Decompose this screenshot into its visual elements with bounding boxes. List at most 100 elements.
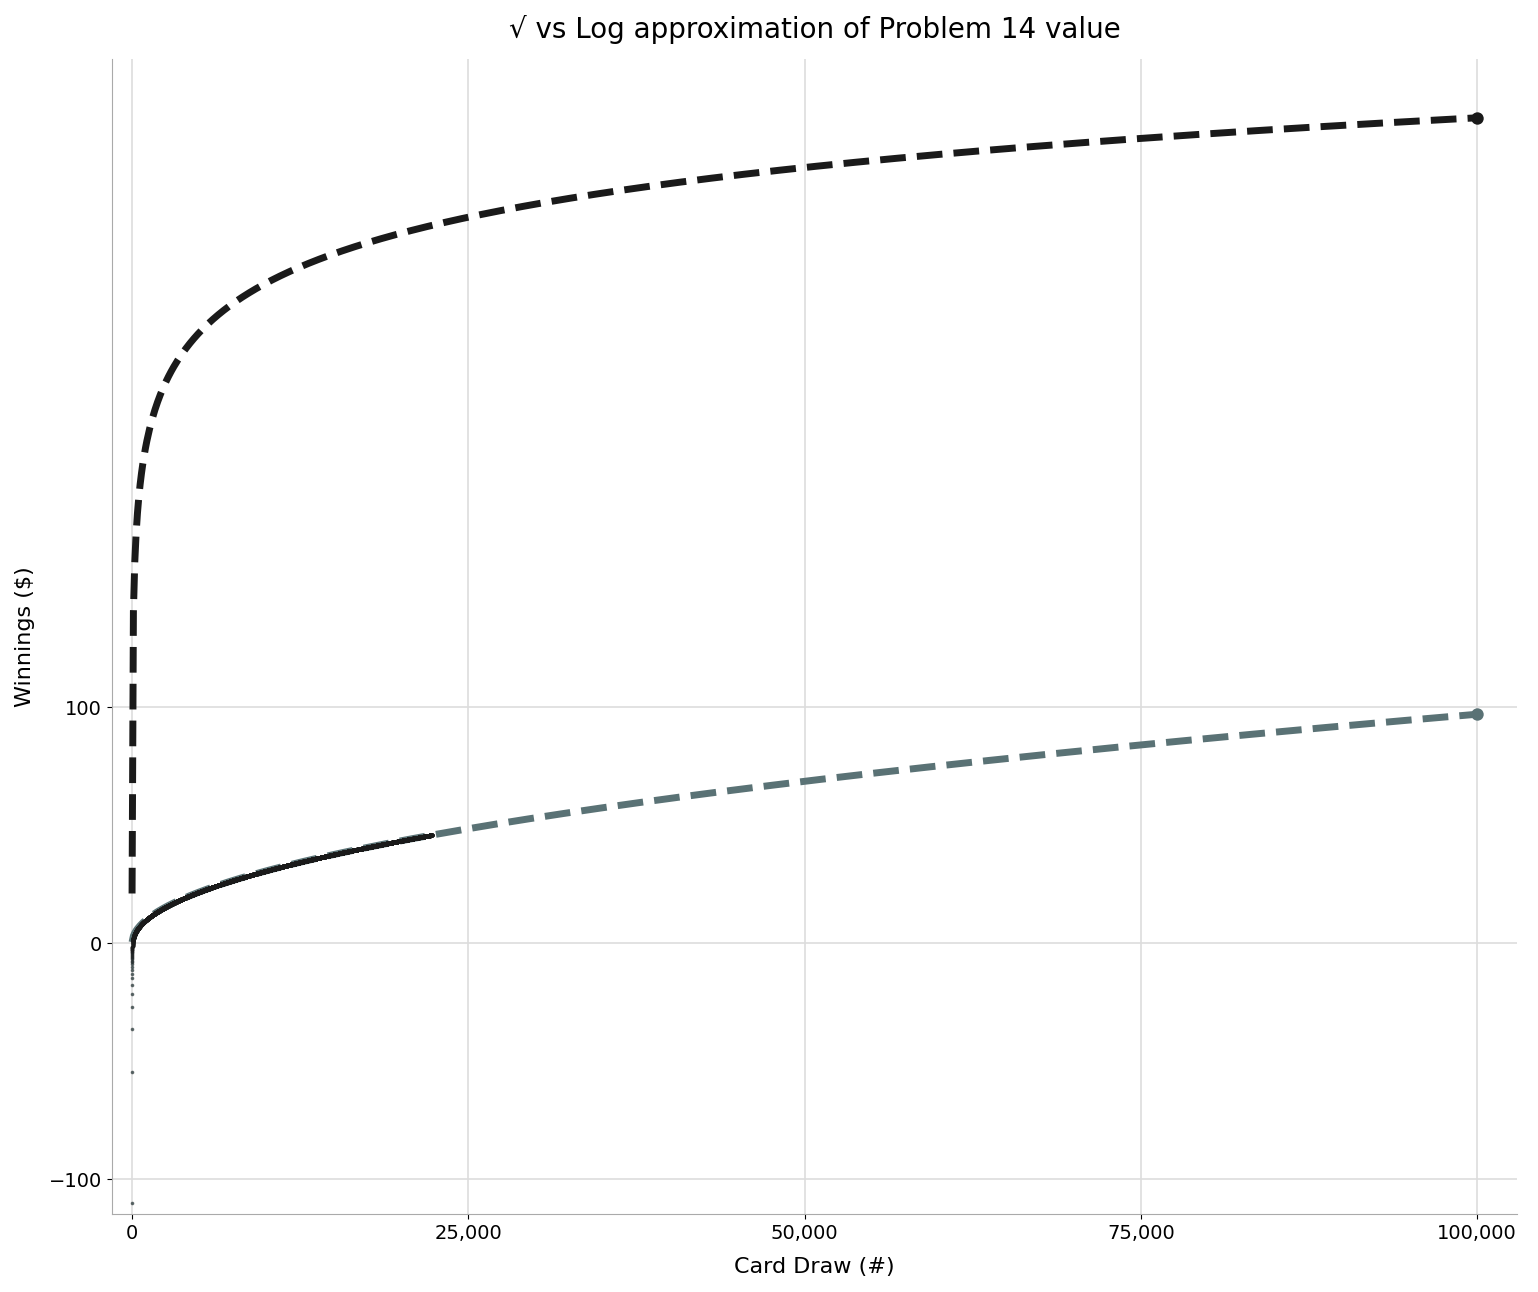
Point bbox=[312, 846, 337, 867]
Point bbox=[417, 826, 441, 846]
Point bbox=[288, 853, 312, 873]
Point bbox=[352, 837, 377, 858]
Point bbox=[238, 864, 263, 885]
Point bbox=[328, 842, 352, 863]
Point bbox=[141, 903, 166, 924]
Point bbox=[329, 842, 354, 863]
Point bbox=[414, 826, 438, 846]
Point bbox=[289, 851, 314, 872]
Point bbox=[418, 826, 443, 846]
Point bbox=[183, 884, 208, 904]
Point bbox=[208, 875, 232, 895]
Point bbox=[418, 824, 443, 845]
Point bbox=[303, 849, 328, 870]
Point bbox=[200, 877, 225, 898]
Point bbox=[301, 849, 326, 870]
Point bbox=[369, 835, 394, 855]
Point bbox=[309, 848, 334, 868]
Point bbox=[404, 828, 429, 849]
Point bbox=[332, 842, 357, 863]
Point bbox=[331, 842, 355, 863]
Point bbox=[168, 889, 192, 910]
Point bbox=[240, 864, 265, 885]
Point bbox=[128, 915, 152, 935]
Point bbox=[252, 860, 277, 881]
Point bbox=[171, 889, 195, 910]
Point bbox=[306, 848, 331, 868]
Point bbox=[174, 888, 198, 908]
Point bbox=[349, 839, 374, 859]
Point bbox=[374, 833, 398, 854]
Point bbox=[295, 850, 320, 871]
Point bbox=[217, 871, 241, 891]
Point bbox=[214, 872, 238, 893]
Point bbox=[212, 873, 237, 894]
Point bbox=[134, 910, 158, 930]
Point bbox=[406, 827, 431, 848]
Point bbox=[255, 860, 280, 881]
Point bbox=[366, 835, 391, 855]
Point bbox=[392, 829, 417, 850]
Point bbox=[188, 881, 212, 902]
Point bbox=[374, 833, 398, 854]
Point bbox=[269, 857, 294, 877]
Point bbox=[315, 846, 340, 867]
Point bbox=[225, 870, 249, 890]
Point bbox=[389, 831, 414, 851]
Point bbox=[400, 828, 424, 849]
Point bbox=[231, 867, 255, 888]
Point bbox=[157, 895, 181, 916]
Point bbox=[275, 855, 300, 876]
Point bbox=[314, 846, 338, 867]
Point bbox=[241, 864, 266, 885]
Point bbox=[189, 881, 214, 902]
Point bbox=[328, 842, 352, 863]
Point bbox=[348, 839, 372, 859]
Point bbox=[200, 877, 225, 898]
Point bbox=[301, 849, 326, 870]
Point bbox=[258, 859, 283, 880]
Point bbox=[234, 866, 258, 886]
Point bbox=[257, 859, 281, 880]
Point bbox=[386, 831, 411, 851]
Point bbox=[409, 827, 434, 848]
Point bbox=[258, 859, 283, 880]
Point bbox=[320, 845, 345, 866]
Point bbox=[349, 839, 374, 859]
Point bbox=[349, 839, 374, 859]
Point bbox=[174, 888, 198, 908]
Point bbox=[391, 831, 415, 851]
Point bbox=[363, 836, 388, 857]
Point bbox=[231, 867, 255, 888]
Point bbox=[237, 866, 261, 886]
Point bbox=[218, 871, 243, 891]
Point bbox=[214, 872, 238, 893]
Point bbox=[265, 858, 289, 879]
Point bbox=[214, 872, 238, 893]
Point bbox=[298, 850, 323, 871]
Point bbox=[188, 881, 212, 902]
Point bbox=[131, 912, 155, 933]
Point bbox=[131, 912, 155, 933]
Point bbox=[168, 890, 192, 911]
Point bbox=[157, 895, 181, 916]
Point bbox=[158, 894, 183, 915]
Point bbox=[274, 855, 298, 876]
Point bbox=[206, 875, 231, 895]
Point bbox=[266, 858, 291, 879]
Point bbox=[325, 844, 349, 864]
Point bbox=[406, 827, 431, 848]
Point bbox=[215, 872, 240, 893]
Point bbox=[226, 868, 251, 889]
Point bbox=[203, 876, 228, 897]
Point bbox=[197, 879, 221, 899]
Point bbox=[343, 840, 368, 860]
Point bbox=[243, 863, 268, 884]
Point bbox=[274, 855, 298, 876]
Point bbox=[229, 867, 254, 888]
Point bbox=[154, 897, 178, 917]
Point bbox=[357, 837, 381, 858]
Point bbox=[235, 866, 260, 886]
Point bbox=[145, 902, 169, 922]
Point bbox=[308, 848, 332, 868]
